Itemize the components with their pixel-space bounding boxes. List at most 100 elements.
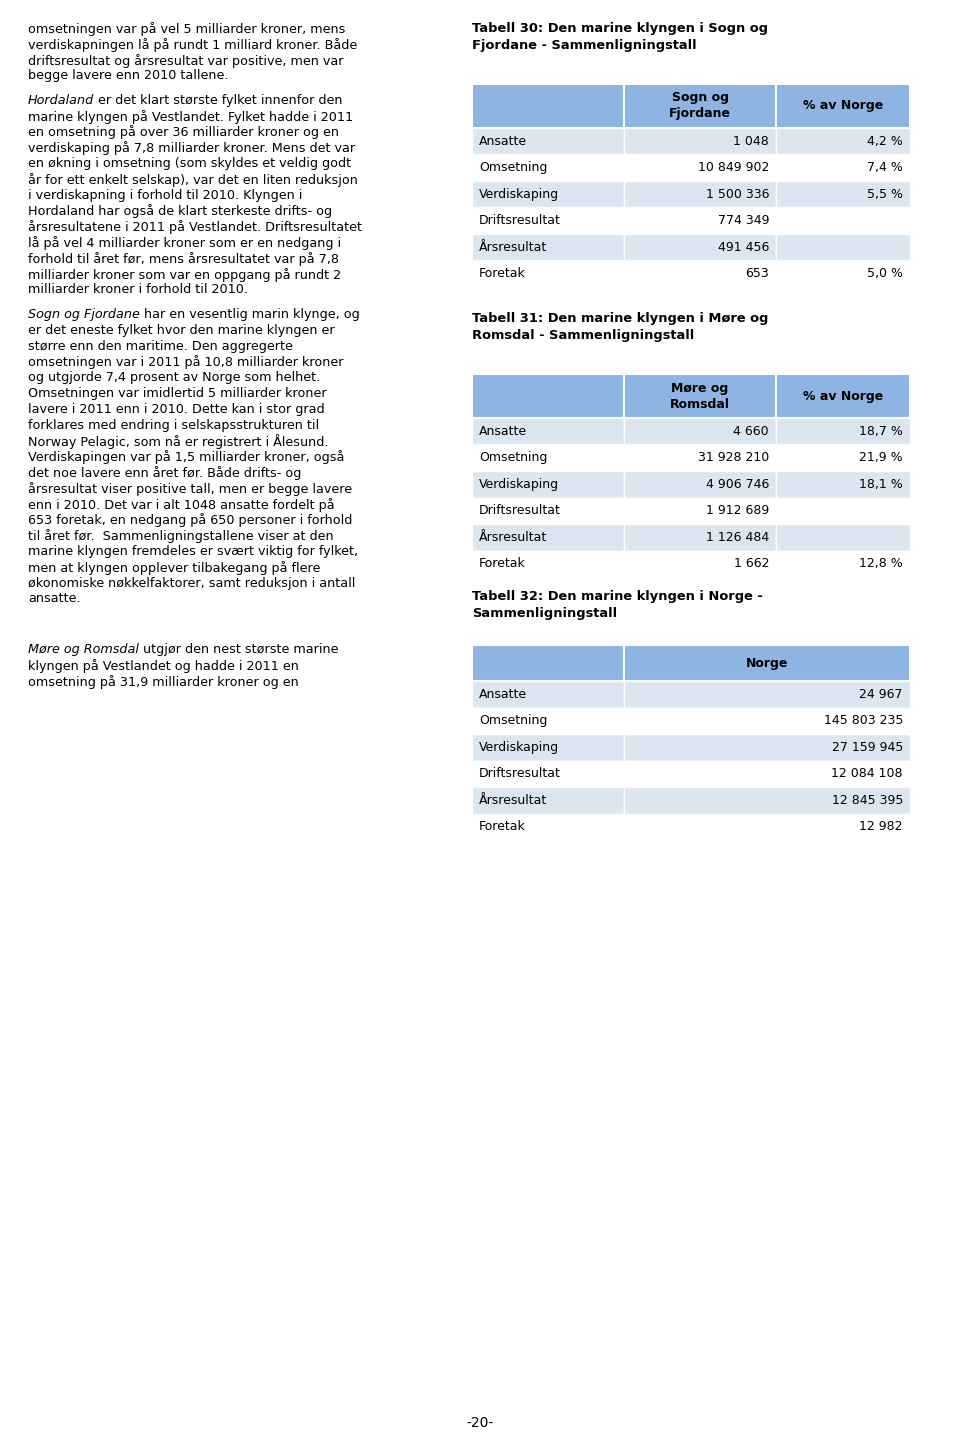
Text: 27 159 945: 27 159 945 [831, 741, 903, 754]
Text: 24 967: 24 967 [859, 688, 903, 701]
Text: 31 928 210: 31 928 210 [698, 452, 769, 465]
Bar [472, 84, 624, 128]
Bar [472, 813, 624, 841]
Text: marine klyngen fremdeles er svært viktig for fylket,: marine klyngen fremdeles er svært viktig… [28, 544, 358, 558]
Text: % av Norge: % av Norge [803, 100, 883, 112]
Text: årsresultatene i 2011 på Vestlandet. Driftsresultatet: årsresultatene i 2011 på Vestlandet. Dri… [28, 221, 362, 234]
Text: Møre og Romsdal: Møre og Romsdal [28, 643, 139, 656]
Bar [624, 735, 910, 761]
Bar [472, 707, 624, 735]
Text: Tabell 31: Den marine klyngen i Møre og
Romsdal - Sammenligningstall: Tabell 31: Den marine klyngen i Møre og … [472, 312, 768, 341]
Bar [472, 208, 624, 234]
Text: omsetningen var på vel 5 milliarder kroner, mens: omsetningen var på vel 5 milliarder kron… [28, 22, 346, 36]
Text: Norway Pelagic, som nå er registrert i Ålesund.: Norway Pelagic, som nå er registrert i Å… [28, 434, 328, 449]
Text: 4,2 %: 4,2 % [867, 135, 903, 148]
Bar [624, 182, 776, 208]
Text: Foretak: Foretak [479, 820, 526, 833]
Bar [472, 645, 624, 681]
Text: 12 845 395: 12 845 395 [831, 794, 903, 807]
Text: til året før.  Sammenligningstallene viser at den: til året før. Sammenligningstallene vise… [28, 529, 334, 543]
Text: er det eneste fylket hvor den marine klyngen er: er det eneste fylket hvor den marine kly… [28, 324, 335, 337]
Bar [472, 550, 624, 576]
Bar [776, 375, 910, 418]
Text: 4 906 746: 4 906 746 [706, 478, 769, 491]
Text: 5,5 %: 5,5 % [867, 187, 903, 200]
Bar [624, 645, 910, 681]
Bar [624, 208, 776, 234]
Text: Tabell 32: Den marine klyngen i Norge -
Sammenligningstall: Tabell 32: Den marine klyngen i Norge - … [472, 590, 763, 620]
Text: har en vesentlig marin klynge, og: har en vesentlig marin klynge, og [140, 308, 360, 321]
Bar [472, 524, 624, 550]
Bar [472, 761, 624, 787]
Text: Omsetningen var imidlertid 5 milliarder kroner: Omsetningen var imidlertid 5 milliarder … [28, 388, 326, 399]
Text: Driftsresultat: Driftsresultat [479, 504, 561, 517]
Bar [624, 444, 776, 470]
Text: 4 660: 4 660 [733, 425, 769, 437]
Text: driftsresultat og årsresultat var positive, men var: driftsresultat og årsresultat var positi… [28, 54, 344, 68]
Text: milliarder kroner i forhold til 2010.: milliarder kroner i forhold til 2010. [28, 283, 248, 296]
Text: marine klyngen på Vestlandet. Fylket hadde i 2011: marine klyngen på Vestlandet. Fylket had… [28, 110, 353, 123]
Text: milliarder kroner som var en oppgang på rundt 2: milliarder kroner som var en oppgang på … [28, 267, 341, 282]
Text: Tabell 30: Den marine klyngen i Sogn og
Fjordane - Sammenligningstall: Tabell 30: Den marine klyngen i Sogn og … [472, 22, 768, 51]
Bar [624, 761, 910, 787]
Bar [776, 550, 910, 576]
Bar [624, 375, 776, 418]
Bar [776, 444, 910, 470]
Text: omsetningen var i 2011 på 10,8 milliarder kroner: omsetningen var i 2011 på 10,8 milliarde… [28, 356, 344, 369]
Text: Ansatte: Ansatte [479, 688, 527, 701]
Text: 145 803 235: 145 803 235 [824, 714, 903, 727]
Bar [624, 524, 776, 550]
Bar [624, 707, 910, 735]
Text: omsetning på 31,9 milliarder kroner og en: omsetning på 31,9 milliarder kroner og e… [28, 675, 299, 688]
Text: 1 500 336: 1 500 336 [706, 187, 769, 200]
Text: 18,1 %: 18,1 % [859, 478, 903, 491]
Bar [776, 84, 910, 128]
Text: Hordaland: Hordaland [28, 94, 94, 107]
Bar [776, 234, 910, 260]
Bar [776, 154, 910, 182]
Bar [776, 182, 910, 208]
Text: Verdiskapingen var på 1,5 milliarder kroner, også: Verdiskapingen var på 1,5 milliarder kro… [28, 450, 345, 465]
Text: 12 084 108: 12 084 108 [831, 767, 903, 780]
Text: Foretak: Foretak [479, 267, 526, 280]
Text: Foretak: Foretak [479, 558, 526, 571]
Text: Verdiskaping: Verdiskaping [479, 478, 559, 491]
Text: Omsetning: Omsetning [479, 714, 547, 727]
Text: Norge: Norge [746, 656, 788, 669]
Text: 774 349: 774 349 [717, 215, 769, 228]
Bar [472, 375, 624, 418]
Bar [624, 234, 776, 260]
Text: enn i 2010. Det var i alt 1048 ansatte fordelt på: enn i 2010. Det var i alt 1048 ansatte f… [28, 498, 335, 511]
Text: men at klyngen opplever tilbakegang på flere: men at klyngen opplever tilbakegang på f… [28, 560, 321, 575]
Bar [472, 234, 624, 260]
Text: 18,7 %: 18,7 % [859, 425, 903, 437]
Bar [776, 208, 910, 234]
Text: Sogn og
Fjordane: Sogn og Fjordane [669, 91, 731, 121]
Text: større enn den maritime. Den aggregerte: større enn den maritime. Den aggregerte [28, 340, 293, 353]
Text: 10 849 902: 10 849 902 [698, 161, 769, 174]
Text: økonomiske nøkkelfaktorer, samt reduksjon i antall: økonomiske nøkkelfaktorer, samt reduksjo… [28, 576, 355, 590]
Text: forklares med endring i selskapsstrukturen til: forklares med endring i selskapsstruktur… [28, 418, 319, 431]
Bar [776, 524, 910, 550]
Text: og utgjorde 7,4 prosent av Norge som helhet.: og utgjorde 7,4 prosent av Norge som hel… [28, 372, 321, 385]
Bar [624, 681, 910, 707]
Text: utgjør den nest største marine: utgjør den nest største marine [139, 643, 338, 656]
Bar [472, 470, 624, 498]
Text: Driftsresultat: Driftsresultat [479, 215, 561, 228]
Text: er det klart største fylket innenfor den: er det klart største fylket innenfor den [94, 94, 343, 107]
Text: 12,8 %: 12,8 % [859, 558, 903, 571]
Text: begge lavere enn 2010 tallene.: begge lavere enn 2010 tallene. [28, 70, 228, 83]
Text: Ansatte: Ansatte [479, 135, 527, 148]
Bar [472, 154, 624, 182]
Bar [472, 681, 624, 707]
Text: verdiskaping på 7,8 milliarder kroner. Mens det var: verdiskaping på 7,8 milliarder kroner. M… [28, 141, 355, 155]
Bar [776, 470, 910, 498]
Text: en omsetning på over 36 milliarder kroner og en: en omsetning på over 36 milliarder krone… [28, 125, 339, 139]
Text: Hordaland har også de klart sterkeste drifts- og: Hordaland har også de klart sterkeste dr… [28, 205, 332, 218]
Text: 12 982: 12 982 [859, 820, 903, 833]
Text: 491 456: 491 456 [718, 241, 769, 254]
Bar [624, 813, 910, 841]
Bar [624, 154, 776, 182]
Text: forhold til året før, mens årsresultatet var på 7,8: forhold til året før, mens årsresultatet… [28, 251, 339, 266]
Text: lå på vel 4 milliarder kroner som er en nedgang i: lå på vel 4 milliarder kroner som er en … [28, 237, 341, 250]
